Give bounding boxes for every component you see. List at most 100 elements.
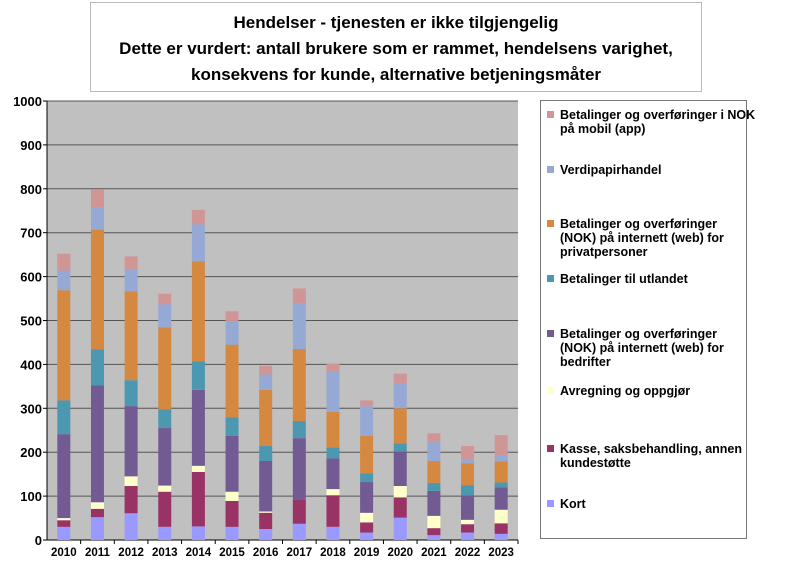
chart-title: Hendelser - tjenesten er ikke tilgjengel…: [90, 2, 702, 92]
x-tick-label: 2013: [152, 547, 178, 559]
bar-segment-2010-3: [57, 434, 71, 519]
bar-segment-2019-3: [360, 482, 374, 513]
bar-segment-2011-7: [90, 189, 104, 208]
bar-segment-2021-4: [427, 482, 441, 491]
bar-segment-2013-4: [158, 409, 172, 429]
bar-segment-2018-3: [326, 458, 340, 490]
legend-item: Kasse, saksbehandling, annen kundestøtte: [547, 442, 756, 470]
bar-segment-2010-4: [57, 400, 71, 435]
y-tick-label: 100: [20, 489, 42, 504]
legend-label: Kort: [560, 497, 586, 511]
legend-swatch: [547, 387, 554, 394]
x-tick-label: 2010: [51, 547, 77, 559]
bar-segment-2012-6: [124, 269, 138, 292]
x-tick-label: 2023: [488, 547, 514, 559]
y-tick-label: 300: [20, 401, 42, 416]
bar-segment-2013-5: [158, 327, 172, 410]
bar-segment-2016-6: [259, 374, 273, 390]
bar-segment-2012-2: [124, 476, 138, 487]
bar-segment-2013-1: [158, 491, 172, 527]
bar-segment-2019-6: [360, 406, 374, 436]
legend-label: Verdipapirhandel: [560, 163, 662, 177]
bar-segment-2018-5: [326, 411, 340, 448]
legend-item: Betalinger til utlandet: [547, 272, 756, 286]
y-tick-label: 200: [20, 445, 42, 460]
bar-segment-2016-1: [259, 512, 273, 530]
x-tick-label: 2021: [421, 547, 447, 559]
y-tick-label: 800: [20, 182, 42, 197]
bar-segment-2022-5: [461, 463, 475, 486]
bar-segment-2017-7: [292, 288, 306, 304]
bar-segment-2012-0: [124, 513, 138, 540]
legend-label: Betalinger og overføringer (NOK) på inte…: [560, 217, 724, 259]
bar-segment-2021-6: [427, 442, 441, 461]
bar-segment-2011-6: [90, 207, 104, 230]
bar-segment-2020-4: [393, 443, 407, 452]
bar-segment-2017-1: [292, 499, 306, 524]
bar-segment-2012-1: [124, 486, 138, 514]
legend-item: Avregning og oppgjør: [547, 384, 756, 398]
bar-segment-2012-7: [124, 256, 138, 270]
bar-segment-2016-5: [259, 389, 273, 447]
bar-segment-2021-7: [427, 433, 441, 443]
legend-swatch: [547, 166, 554, 173]
bar-segment-2020-3: [393, 451, 407, 487]
bar-segment-2016-2: [259, 511, 273, 513]
bar-segment-2013-3: [158, 428, 172, 486]
bar-segment-2014-6: [191, 224, 205, 262]
legend-swatch: [547, 330, 554, 337]
bar-segment-2015-7: [225, 311, 239, 321]
x-tick-label: 2019: [354, 547, 380, 559]
bar-segment-2018-7: [326, 363, 340, 372]
bar-segment-2019-5: [360, 435, 374, 474]
bar-segment-2020-1: [393, 497, 407, 518]
bar-segment-2018-2: [326, 489, 340, 496]
bar-segment-2022-7: [461, 446, 475, 460]
bar-segment-2019-0: [360, 532, 374, 540]
bar-segment-2020-2: [393, 486, 407, 498]
legend: Betalinger og overføringer i NOK på mobi…: [540, 100, 755, 539]
bar-segment-2018-1: [326, 495, 340, 527]
bar-segment-2017-3: [292, 438, 306, 500]
title-line-1: Hendelser - tjenesten er ikke tilgjengel…: [233, 13, 559, 32]
y-tick-label: 900: [20, 138, 42, 153]
x-tick-label: 2017: [287, 547, 313, 559]
bar-segment-2019-2: [360, 512, 374, 523]
bar-segment-2010-2: [57, 518, 71, 521]
legend-label: Avregning og oppgjør: [560, 384, 691, 398]
bar-segment-2023-6: [494, 455, 508, 462]
bar-segment-2020-5: [393, 408, 407, 444]
bar-segment-2014-1: [191, 471, 205, 527]
y-tick-label: 600: [20, 270, 42, 285]
bar-segment-2015-3: [225, 435, 239, 492]
bar-segment-2019-4: [360, 473, 374, 483]
bar-segment-2011-1: [90, 508, 104, 518]
bar-segment-2011-4: [90, 349, 104, 386]
bar-segment-2015-4: [225, 417, 239, 436]
bar-segment-2023-7: [494, 435, 508, 456]
bar-segment-2022-0: [461, 532, 475, 540]
bar-segment-2023-3: [494, 487, 508, 510]
bar-segment-2011-0: [90, 517, 104, 540]
bar-segment-2010-5: [57, 290, 71, 401]
bar-segment-2018-4: [326, 447, 340, 459]
bar-segment-2015-5: [225, 344, 239, 418]
bar-segment-2021-0: [427, 535, 441, 540]
bar-segment-2022-4: [461, 485, 475, 496]
x-tick-label: 2014: [186, 547, 212, 559]
x-tick-label: 2015: [219, 547, 245, 559]
bar-segment-2013-7: [158, 293, 172, 305]
y-tick-label: 700: [20, 226, 42, 241]
bar-segment-2015-0: [225, 526, 239, 540]
bar-segment-2012-3: [124, 406, 138, 477]
bar-segment-2019-1: [360, 522, 374, 533]
bar-segment-2022-1: [461, 524, 475, 533]
bar-segment-2021-1: [427, 528, 441, 536]
y-tick-label: 400: [20, 357, 42, 372]
bar-segment-2023-4: [494, 482, 508, 488]
bar-segment-2021-3: [427, 490, 441, 516]
bar-segment-2016-4: [259, 446, 273, 461]
bar-segment-2012-5: [124, 291, 138, 381]
bar-segment-2011-2: [90, 502, 104, 509]
